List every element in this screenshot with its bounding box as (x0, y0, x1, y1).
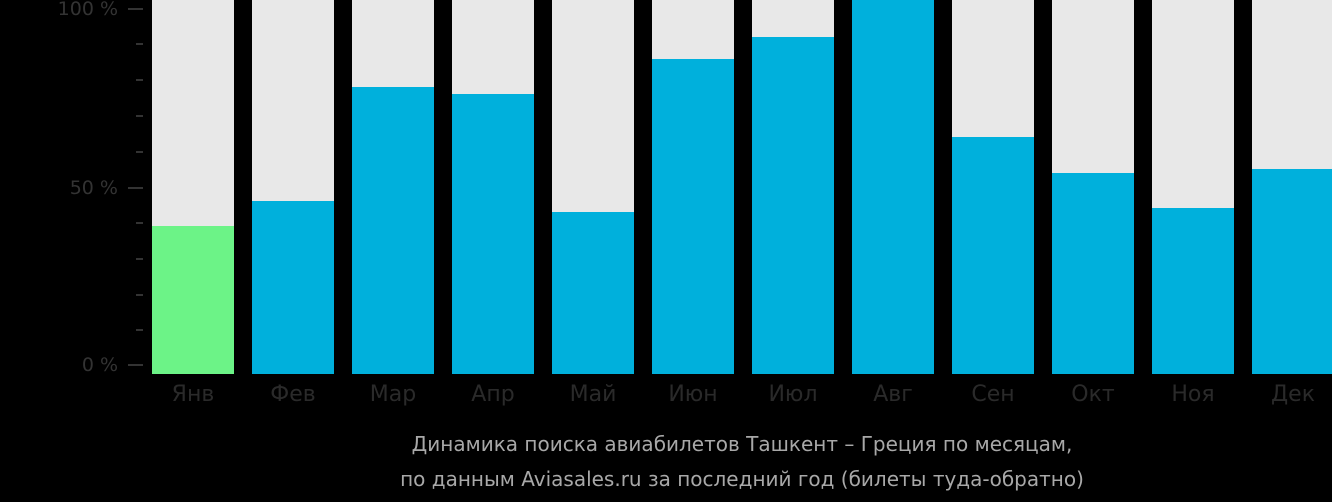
bar-track (1152, 0, 1234, 374)
y-tick-minor (136, 329, 143, 331)
bar-track (1252, 0, 1332, 374)
bar (652, 58, 734, 374)
bar-track (552, 0, 634, 374)
x-tick-label: Фев (270, 382, 316, 407)
y-tick-label-50: 50 % (69, 177, 118, 199)
bar-track (152, 0, 234, 374)
y-tick-minor (136, 79, 143, 81)
y-tick-minor (136, 115, 143, 117)
y-tick-major (128, 364, 143, 366)
x-tick-label: Окт (1071, 382, 1115, 407)
x-tick-label: Дек (1270, 382, 1315, 407)
x-tick-label: Сен (971, 382, 1015, 407)
bar (552, 211, 634, 374)
bar (352, 87, 434, 374)
bar (452, 94, 534, 374)
x-tick-label: Май (569, 382, 617, 407)
bar (852, 0, 934, 374)
bar-track (452, 0, 534, 374)
x-tick-label: Янв (171, 382, 215, 407)
y-tick-minor (136, 258, 143, 260)
bar-track (252, 0, 334, 374)
bar-track (352, 0, 434, 374)
y-tick-label-0: 0 % (81, 354, 118, 376)
bar-track (752, 0, 834, 374)
bar (1252, 169, 1332, 374)
bar-track (652, 0, 734, 374)
bar-track (1052, 0, 1134, 374)
y-tick-minor (136, 43, 143, 45)
x-tick-label: Июн (668, 382, 718, 407)
chart-caption-line2: по данным Aviasales.ru за последний год … (400, 467, 1084, 491)
bar (752, 37, 834, 374)
x-tick-label: Авг (873, 382, 913, 407)
bar-track (952, 0, 1034, 374)
bar (1052, 172, 1134, 374)
y-tick-minor (136, 294, 143, 296)
x-tick-label: Мар (369, 382, 417, 407)
y-tick-minor (136, 151, 143, 153)
y-tick-label-100: 100 % (57, 0, 118, 20)
x-tick-label: Апр (471, 382, 515, 407)
x-tick-label: Ноя (1171, 382, 1215, 407)
bar (1152, 208, 1234, 374)
bar (952, 137, 1034, 374)
bar-track (852, 0, 934, 374)
x-tick-label: Июл (768, 382, 818, 407)
bar (252, 201, 334, 374)
y-tick-major (128, 8, 143, 10)
bar (152, 226, 234, 374)
y-tick-major (128, 187, 143, 189)
chart-caption-line1: Динамика поиска авиабилетов Ташкент – Гр… (411, 432, 1073, 456)
y-tick-minor (136, 222, 143, 224)
